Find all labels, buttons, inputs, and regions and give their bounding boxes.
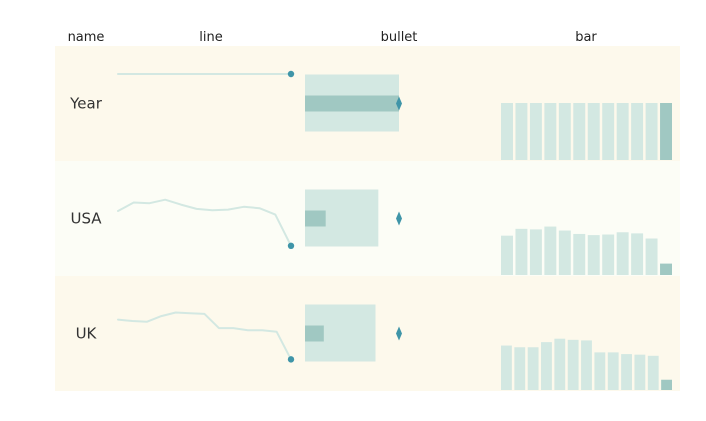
bar-sparkline-bar <box>645 238 658 275</box>
line-sparkline <box>117 198 292 247</box>
bar-sparkline-bar <box>594 352 606 390</box>
bullet-measure <box>305 210 326 227</box>
bar-sparkline-bar <box>616 103 629 160</box>
bar-sparkline-bar <box>554 338 566 390</box>
bar-sparkline-bar <box>558 103 571 160</box>
bar-sparkline-bar <box>645 103 658 160</box>
row-name: USA <box>70 210 102 228</box>
bar-sparkline-bar <box>660 103 672 160</box>
column-header-bullet: bullet <box>381 30 418 45</box>
bar-sparkline-bar <box>501 103 513 160</box>
column-header-bar: bar <box>575 30 597 45</box>
bar-sparkline-bar <box>631 103 644 160</box>
bar-sparkline-bar <box>501 345 512 390</box>
bar-sparkline-bar <box>581 340 592 390</box>
bar-sparkline-bar <box>647 355 659 390</box>
bar-sparkline-bar <box>573 103 586 160</box>
bar-sparkline-bar <box>587 103 600 160</box>
bar-sparkline-bar <box>602 234 615 275</box>
bar-sparkline-bar <box>515 103 528 160</box>
bar-sparkline-bar <box>501 235 513 275</box>
bar-sparkline-bar <box>541 342 552 390</box>
bar-sparkline-bar <box>529 103 542 160</box>
bar-sparkline-bar <box>661 379 672 390</box>
line-end-point <box>287 70 295 78</box>
table-row: Year <box>69 70 672 160</box>
table-row: UK <box>76 304 672 390</box>
row-name: UK <box>76 325 98 343</box>
table-rows: Year USA UK <box>69 70 672 390</box>
bar-sparkline-bar <box>527 347 539 390</box>
bar-sparkline-bar <box>514 347 526 390</box>
bar-sparkline-bar <box>621 354 632 390</box>
bar-sparkline-bar <box>602 103 615 160</box>
bar-sparkline-bar <box>529 229 542 275</box>
line-end-point <box>287 242 295 249</box>
bar-sparkline-bar <box>607 352 619 390</box>
bullet-measure <box>305 325 324 342</box>
bar-sparkline-bar <box>660 263 672 275</box>
bar-sparkline-bar <box>515 228 528 275</box>
bar-sparkline-bar <box>558 230 571 275</box>
bar-sparkline-bar <box>544 103 557 160</box>
line-end-point <box>287 356 295 363</box>
row-name: Year <box>69 95 103 113</box>
bar-sparkline-bar <box>616 232 629 275</box>
bar-sparkline-bar <box>631 233 644 275</box>
bar-sparkline-bar <box>587 235 600 275</box>
bullet-target <box>396 326 402 341</box>
line-sparkline <box>117 311 292 361</box>
bullet-target <box>396 96 402 111</box>
column-header-name: name <box>68 30 105 45</box>
bullet-target <box>396 211 402 226</box>
bar-sparkline-bar <box>567 339 579 390</box>
column-header-line: line <box>199 30 222 45</box>
bullet-measure <box>305 95 399 112</box>
bar-sparkline-bar <box>634 354 646 390</box>
bar-sparkline-bar <box>573 233 586 275</box>
bar-sparkline-bar <box>544 226 557 275</box>
table-row: USA <box>70 189 672 275</box>
